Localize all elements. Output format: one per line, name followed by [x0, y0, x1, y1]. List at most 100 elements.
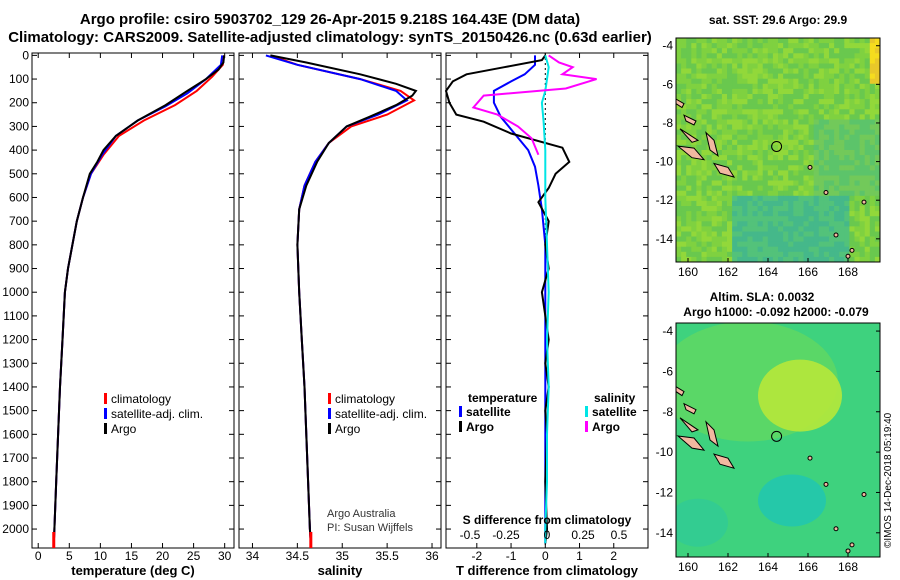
sst-cell	[752, 256, 759, 262]
sst-cell	[803, 104, 810, 110]
sst-cell	[711, 246, 718, 253]
sst-cell	[742, 251, 748, 258]
sst-cell	[767, 53, 774, 59]
sst-cell	[818, 99, 825, 105]
sst-cell	[839, 88, 845, 95]
sst-cell	[727, 211, 733, 217]
sst-cell	[844, 83, 850, 90]
sst-cell	[727, 256, 733, 262]
sst-cell	[854, 180, 861, 187]
sst-cell	[691, 53, 697, 59]
sst-cell	[793, 124, 799, 131]
sst-cell	[762, 155, 769, 161]
sst-cell	[869, 104, 876, 110]
sst-cell	[829, 83, 835, 90]
map-y-tick-label: -10	[656, 445, 674, 459]
sst-cell	[823, 241, 830, 248]
y-tick-label: 300	[9, 119, 29, 133]
sst-cell	[783, 251, 789, 258]
sst-cell	[721, 78, 728, 85]
sst-cell	[767, 109, 774, 115]
sst-cell	[721, 216, 728, 222]
sst-cell	[681, 241, 687, 248]
sst-cell	[813, 190, 820, 197]
sst-cell	[747, 155, 753, 161]
sst-cell	[711, 200, 718, 207]
sst-cell	[747, 241, 753, 248]
sst-cell	[839, 195, 845, 202]
sst-cell	[829, 236, 835, 243]
sst-cell	[721, 124, 728, 131]
sst-cell	[869, 200, 876, 207]
sst-cell	[732, 78, 738, 85]
sst-cell	[864, 236, 871, 243]
sst-cell	[783, 185, 789, 192]
sst-cell	[813, 211, 820, 217]
sst-cell	[798, 139, 804, 146]
sst-cell	[732, 185, 738, 192]
sst-cell	[772, 129, 779, 136]
sst-cell	[727, 78, 733, 85]
sst-cell	[808, 180, 815, 187]
sst-cell	[767, 144, 774, 151]
sst-cell	[716, 200, 723, 207]
sst-cell	[701, 236, 708, 243]
sst-cell	[691, 185, 697, 192]
top-axis-tick-label: 0	[544, 528, 551, 542]
sst-cell	[829, 185, 835, 192]
sst-cell	[691, 175, 697, 182]
sst-cell	[778, 114, 784, 120]
sst-cell	[829, 114, 835, 120]
sst-cell	[691, 206, 697, 212]
sst-cell	[844, 119, 850, 126]
sst-cell	[798, 99, 804, 105]
sst-cell	[711, 73, 718, 80]
island-shape	[676, 98, 685, 109]
sst-cell	[818, 236, 825, 243]
top-axis-tick-label: 0.5	[611, 528, 628, 542]
sst-cell	[874, 211, 880, 217]
sst-cell	[752, 190, 759, 197]
sst-cell	[706, 63, 713, 70]
sst-cell	[813, 256, 820, 262]
sst-cell	[803, 78, 810, 85]
sst-cell	[849, 221, 855, 227]
sst-cell	[772, 185, 779, 192]
sst-cell	[757, 206, 764, 212]
sst-cell	[839, 99, 845, 105]
sst-cell	[767, 134, 774, 141]
sst-cell	[706, 170, 713, 176]
sst-cell	[711, 68, 718, 75]
sst-cell	[737, 58, 743, 64]
sst-cell	[721, 129, 728, 136]
sst-cell	[798, 216, 804, 222]
sst-cell	[854, 185, 861, 192]
sst-cell	[829, 206, 835, 212]
sst-cell	[808, 63, 815, 70]
sst-cell	[732, 241, 738, 248]
sst-cell	[818, 180, 825, 187]
sst-cell	[727, 58, 733, 64]
sst-cell	[721, 144, 728, 151]
sst-cell	[818, 160, 825, 166]
sst-cell	[834, 160, 840, 166]
sst-cell	[727, 83, 733, 90]
sst-cell	[778, 175, 784, 182]
sst-cell	[721, 200, 728, 207]
sst-cell	[783, 160, 789, 166]
sst-cell	[701, 78, 708, 85]
sst-cell	[752, 68, 759, 75]
sst-cell	[864, 78, 871, 85]
y-tick-label: 400	[9, 143, 29, 157]
sst-cell	[772, 150, 779, 156]
sst-cell	[829, 68, 835, 75]
legend-label-temp: satellite-adj. clim.	[111, 407, 203, 421]
sla-high	[758, 359, 842, 432]
sst-cell	[793, 73, 799, 80]
sst-cell	[676, 134, 682, 141]
sst-cell	[834, 129, 840, 136]
sst-cell	[732, 63, 738, 70]
sst-cell	[839, 231, 845, 238]
sst-cell	[721, 48, 728, 54]
sst-cell	[711, 124, 718, 131]
